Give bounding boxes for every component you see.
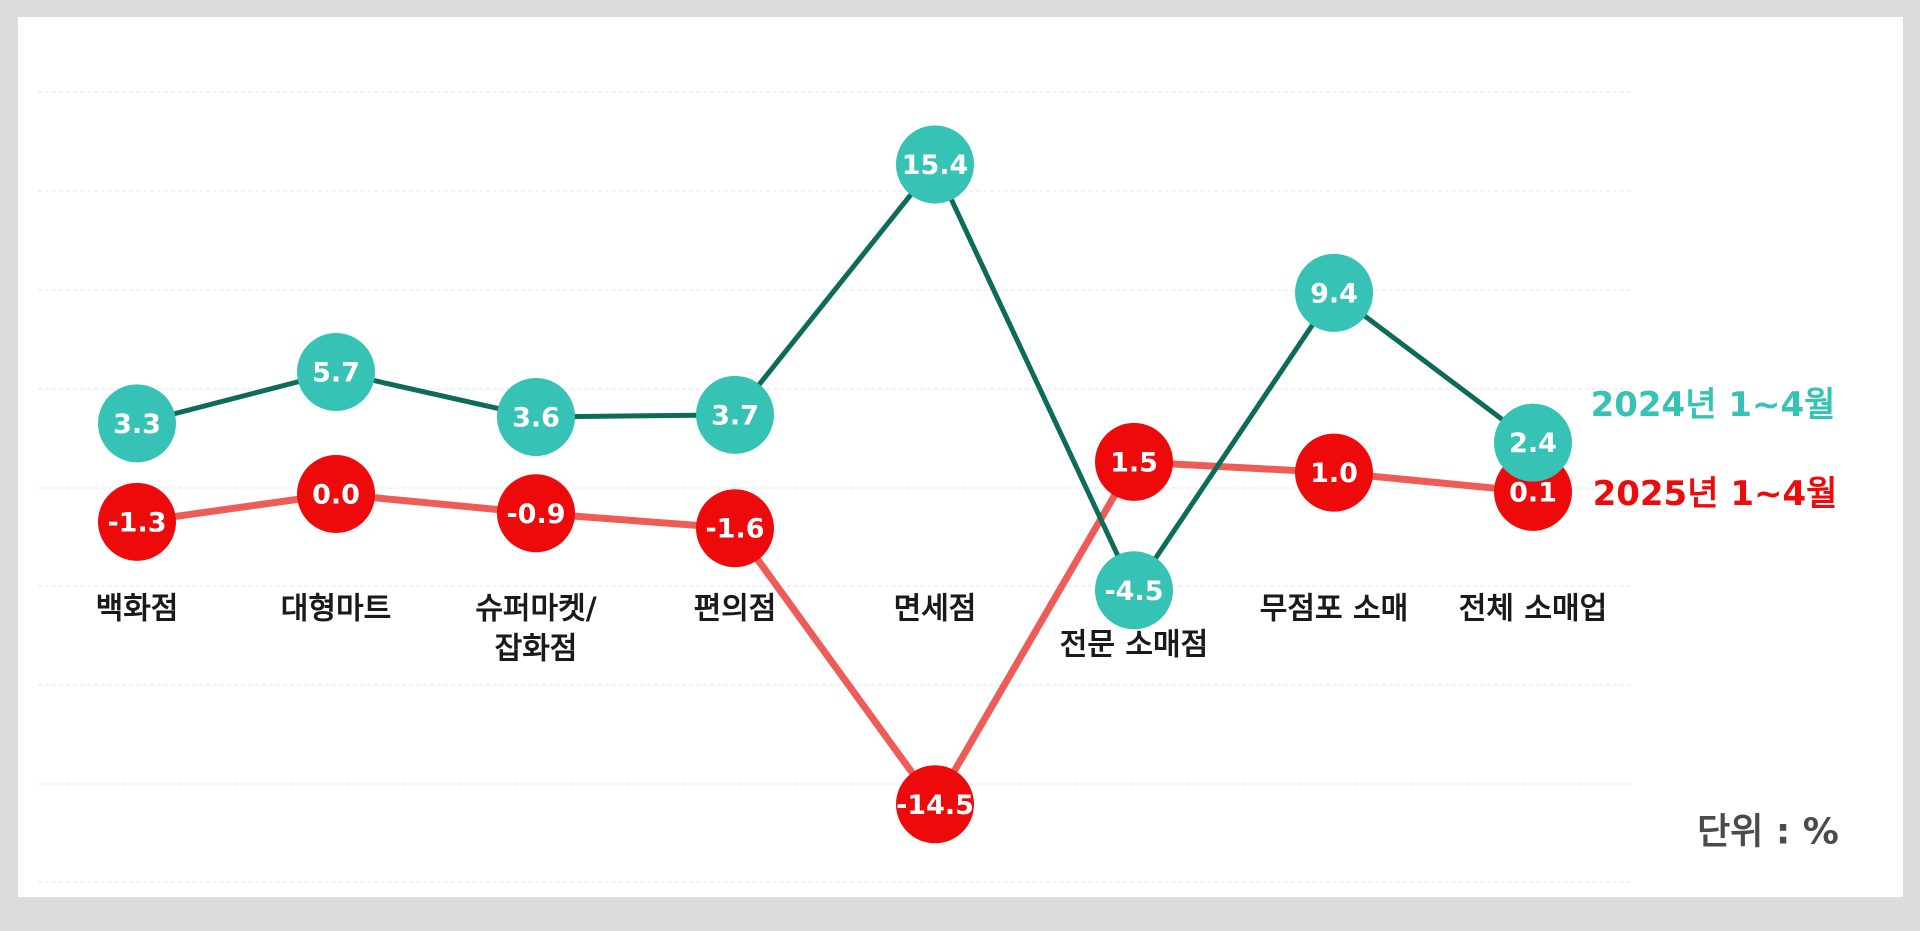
data-point-marker — [696, 489, 774, 568]
x-tick-label: 잡화점 — [495, 632, 578, 667]
data-label: 5.7 — [312, 358, 360, 389]
data-point-marker — [1295, 253, 1373, 332]
data-label: 9.4 — [1310, 278, 1358, 309]
x-tick-label: 편의점 — [694, 592, 777, 627]
data-point-marker — [497, 377, 575, 456]
data-label: 1.5 — [1110, 447, 1158, 478]
x-tick-label: 전문 소매점 — [1060, 628, 1208, 663]
data-label: 3.6 — [512, 402, 560, 433]
data-label: -1.6 — [705, 514, 764, 545]
data-label: 1.0 — [1310, 458, 1358, 489]
data-point-marker — [98, 384, 176, 463]
data-label: -1.3 — [107, 507, 166, 538]
data-label: -4.5 — [1104, 576, 1163, 607]
data-point-marker — [696, 375, 774, 454]
data-point-marker — [896, 125, 974, 204]
data-point-marker — [1095, 422, 1173, 501]
data-point-marker — [1095, 551, 1173, 630]
data-point-marker — [896, 765, 974, 844]
data-point-marker — [1295, 433, 1373, 512]
data-point-marker — [297, 455, 375, 533]
data-point-marker — [98, 482, 176, 561]
legend-label-2024: 2024년 1~4월 — [1591, 385, 1836, 425]
data-label: 3.7 — [711, 400, 759, 431]
data-label: 0.1 — [1509, 477, 1557, 508]
x-tick-label: 무점포 소매 — [1260, 592, 1408, 627]
data-label: 2.4 — [1509, 428, 1557, 459]
data-label: -14.5 — [896, 790, 974, 821]
x-tick-label: 슈퍼마켓/ — [475, 592, 596, 627]
data-label: 3.3 — [113, 409, 161, 440]
data-point-marker — [497, 474, 575, 553]
data-point-marker — [297, 333, 375, 412]
x-tick-label: 백화점 — [96, 592, 179, 627]
x-tick-label: 전체 소매업 — [1459, 592, 1607, 627]
unit-label: 단위 : % — [1697, 812, 1839, 853]
data-point-marker — [1494, 403, 1572, 482]
data-label: 15.4 — [902, 150, 969, 181]
data-label: -0.9 — [506, 499, 565, 530]
x-tick-label: 대형마트 — [281, 592, 391, 627]
x-tick-label: 면세점 — [894, 592, 977, 627]
legend-label-2025: 2025년 1~4월 — [1593, 474, 1838, 514]
data-label: 0.0 — [312, 480, 360, 511]
